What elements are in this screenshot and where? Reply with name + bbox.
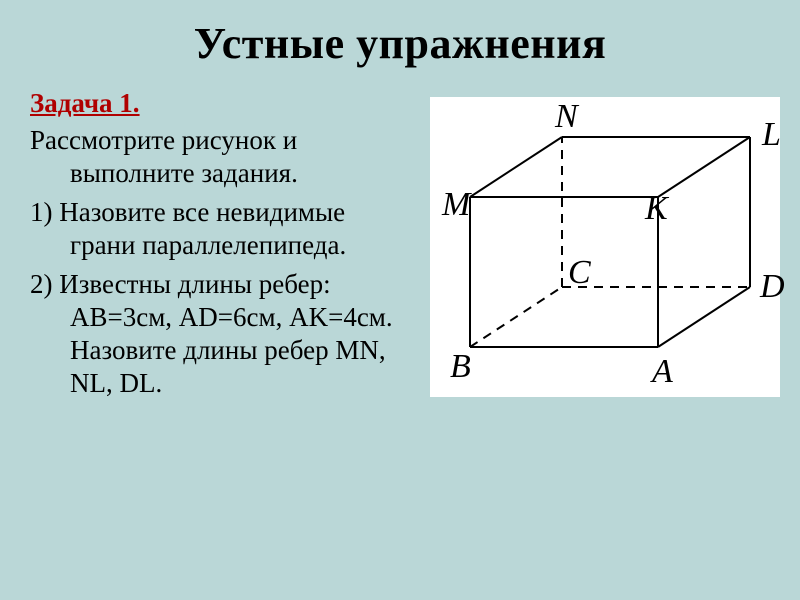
diagram-column: BADCMKLN (410, 87, 770, 405)
task-label: Задача 1. (30, 87, 410, 120)
content-row: Задача 1. Рассмотрите рисунок и выполнит… (30, 87, 770, 405)
vertex-label-D: D (759, 268, 785, 305)
slide: Устные упражнения Задача 1. Рассмотрите … (0, 0, 800, 600)
text-column: Задача 1. Рассмотрите рисунок и выполнит… (30, 87, 410, 405)
vertex-label-L: L (761, 116, 781, 153)
vertex-label-A: A (650, 353, 673, 390)
parallelepiped-diagram: B A D C M K L N (410, 37, 800, 437)
diagram-bg (430, 97, 780, 397)
vertex-label-M: M (441, 186, 472, 223)
vertex-label-C: C (568, 254, 591, 291)
task-item-1: 1) Назовите все невидимые грани параллел… (30, 196, 410, 262)
task-intro: Рассмотрите рисунок и выполните задания. (30, 124, 410, 190)
parallelepiped-svg: B A D C M K L N (410, 37, 800, 437)
vertex-label-B: B (450, 348, 471, 385)
vertex-label-N: N (554, 98, 580, 135)
task-item-2: 2) Известны длины ребер: AB=3см, AD=6см,… (30, 268, 410, 400)
vertex-label-K: K (644, 190, 670, 227)
